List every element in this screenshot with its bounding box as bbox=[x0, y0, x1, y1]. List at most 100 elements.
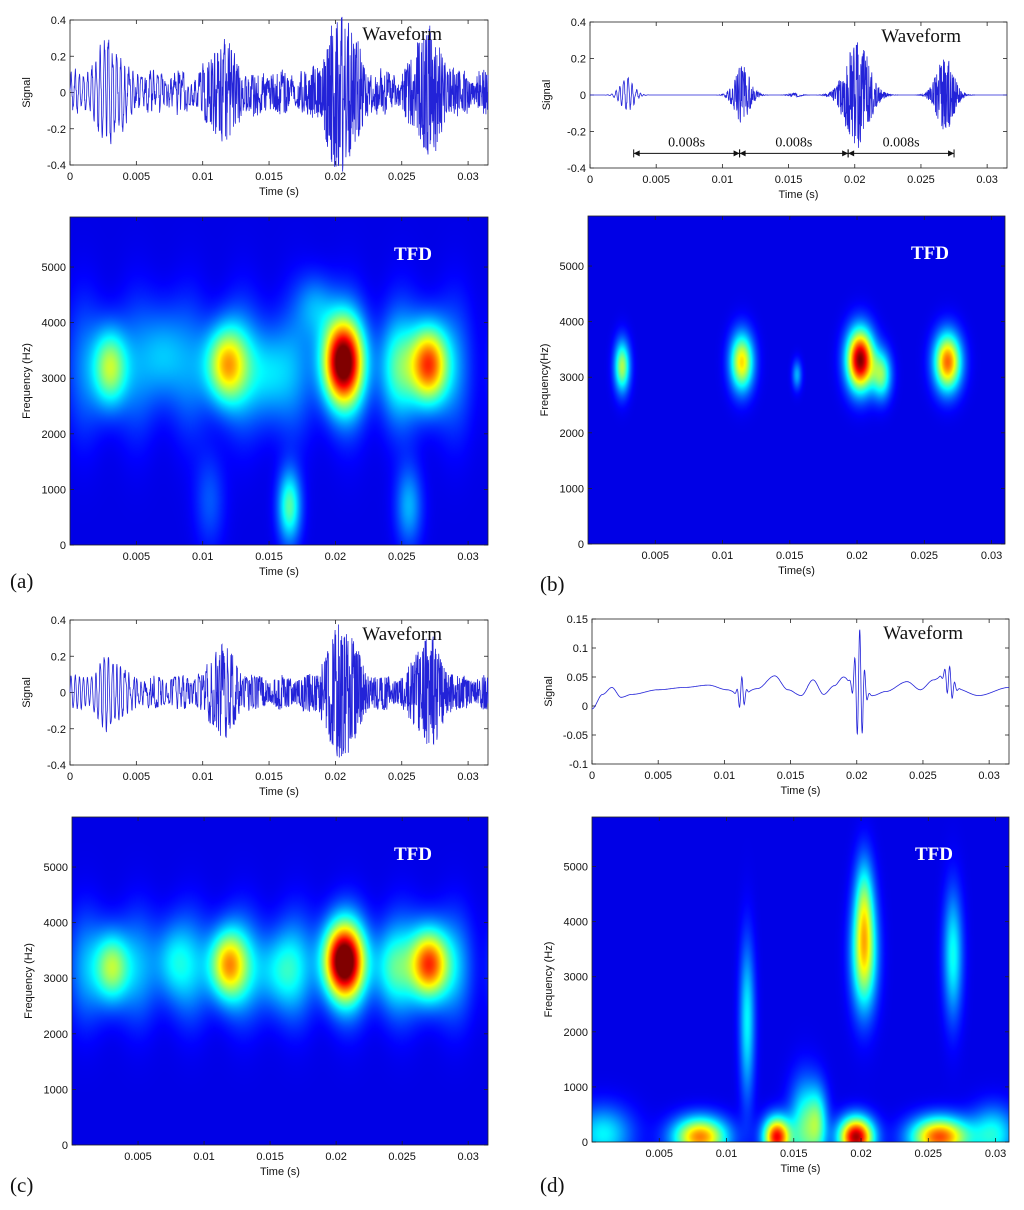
d-tfd-ytick-label: 4000 bbox=[564, 917, 588, 929]
d-waveform-title: Waveform bbox=[883, 623, 963, 644]
a-tfd-xtick-label: 0.01 bbox=[192, 551, 213, 563]
b-tfd-xtick-label: 0.025 bbox=[911, 550, 939, 562]
a-tfd-xtick-label: 0.02 bbox=[325, 551, 346, 563]
a-tfd-xtick-label: 0.015 bbox=[255, 551, 283, 563]
d-tfd-ytick-label: 1000 bbox=[564, 1082, 588, 1094]
c-waveform-xtick-label: 0.02 bbox=[325, 771, 346, 783]
d-tfd-xtick-label: 0.015 bbox=[780, 1148, 808, 1160]
b-tfd-ytick-label: 2000 bbox=[560, 428, 584, 440]
a-waveform-xtick-label: 0.005 bbox=[123, 171, 151, 183]
c-waveform-ylabel: Signal bbox=[21, 677, 33, 708]
b-tfd-heatmap-raster bbox=[588, 216, 1005, 544]
b-waveform-xtick-label: 0.025 bbox=[907, 174, 935, 186]
panel-label-b: (b) bbox=[540, 572, 565, 596]
b-waveform-xlabel: Time (s) bbox=[779, 189, 819, 201]
d-waveform-ytick-label: 0.1 bbox=[573, 643, 588, 655]
d-tfd-ytick-label: 3000 bbox=[564, 972, 588, 984]
c-tfd-xtick-label: 0.03 bbox=[457, 1151, 478, 1163]
a-tfd-ytick-label: 2000 bbox=[42, 429, 66, 441]
b-tfd-xtick-label: 0.01 bbox=[712, 550, 733, 562]
panel-label-c: (c) bbox=[10, 1173, 33, 1197]
a-waveform-title: Waveform bbox=[362, 24, 442, 45]
d-tfd-heatmap-raster bbox=[592, 817, 1009, 1142]
b-waveform-xtick-label: 0 bbox=[587, 174, 593, 186]
a-tfd-xtick-label: 0.03 bbox=[457, 551, 478, 563]
a-waveform-xlabel: Time (s) bbox=[259, 186, 299, 198]
b-tfd-heatmap bbox=[588, 216, 1005, 544]
c-waveform-xlabel: Time (s) bbox=[259, 786, 299, 798]
a-tfd-xtick-label: 0.025 bbox=[388, 551, 416, 563]
a-tfd-title: TFD bbox=[394, 244, 432, 265]
b-waveform-arrow-right-icon bbox=[733, 150, 740, 157]
b-tfd-ytick-label: 1000 bbox=[560, 483, 584, 495]
d-waveform-signal-line bbox=[592, 629, 1009, 736]
d-waveform-xlabel: Time (s) bbox=[781, 785, 821, 797]
a-waveform-xtick-label: 0 bbox=[67, 171, 73, 183]
panel-label-d: (d) bbox=[540, 1173, 565, 1197]
c-tfd-ylabel: Frequency (Hz) bbox=[23, 943, 35, 1019]
d-waveform-xtick-label: 0.025 bbox=[909, 770, 937, 782]
b-waveform-interval-label: 0.008s bbox=[883, 135, 920, 150]
d-waveform-xtick-label: 0.03 bbox=[978, 770, 999, 782]
d-tfd-ytick-label: 5000 bbox=[564, 862, 588, 874]
b-tfd-axes-frame bbox=[587, 215, 1006, 545]
c-waveform-xtick-label: 0.015 bbox=[255, 771, 283, 783]
a-waveform-xtick-label: 0.01 bbox=[192, 171, 213, 183]
a-waveform-xtick-label: 0.03 bbox=[457, 171, 478, 183]
a-tfd-xlabel: Time (s) bbox=[259, 566, 299, 578]
b-tfd-xtick-label: 0.005 bbox=[641, 550, 669, 562]
c-waveform-xtick-label: 0 bbox=[67, 771, 73, 783]
c-tfd-xtick-label: 0.025 bbox=[388, 1151, 416, 1163]
a-tfd-heatmap-canvas bbox=[70, 217, 488, 545]
a-tfd-ytick-label: 4000 bbox=[42, 318, 66, 330]
b-tfd-xtick-label: 0.03 bbox=[981, 550, 1002, 562]
d-tfd-xtick-label: 0.02 bbox=[850, 1148, 871, 1160]
a-waveform-ytick-label: 0 bbox=[60, 88, 66, 100]
d-tfd-heatmap bbox=[592, 817, 1009, 1142]
d-waveform-ytick-label: -0.05 bbox=[563, 730, 588, 742]
c-waveform-xtick-label: 0.01 bbox=[192, 771, 213, 783]
a-tfd-ytick-label: 3000 bbox=[42, 373, 66, 385]
b-waveform-ytick-label: 0 bbox=[580, 90, 586, 102]
a-tfd-ylabel: Frequency (Hz) bbox=[21, 343, 33, 419]
b-waveform-arrow-right-icon bbox=[842, 150, 849, 157]
c-tfd-heatmap-canvas bbox=[72, 817, 488, 1145]
a-tfd-heatmap-raster bbox=[70, 217, 488, 545]
c-waveform-signal-line bbox=[69, 624, 489, 758]
b-waveform-xtick-label: 0.02 bbox=[844, 174, 865, 186]
a-tfd-axes-frame bbox=[69, 216, 489, 546]
d-tfd-xtick-label: 0.03 bbox=[985, 1148, 1006, 1160]
b-tfd-heatmap-canvas bbox=[588, 216, 1005, 544]
d-tfd-axes-frame bbox=[591, 816, 1010, 1143]
d-waveform-ytick-label: 0 bbox=[582, 701, 588, 713]
d-tfd-xtick-label: 0.005 bbox=[645, 1148, 673, 1160]
c-waveform-xtick-label: 0.005 bbox=[123, 771, 151, 783]
c-waveform-ytick-label: 0.4 bbox=[51, 615, 66, 627]
b-waveform-interval-label: 0.008s bbox=[668, 135, 705, 150]
b-waveform-arrow-right-icon bbox=[948, 150, 955, 157]
panel-label-a: (a) bbox=[10, 569, 33, 593]
b-waveform-interval-label: 0.008s bbox=[775, 135, 812, 150]
b-waveform-xtick-label: 0.03 bbox=[976, 174, 997, 186]
c-tfd-xtick-label: 0.015 bbox=[256, 1151, 284, 1163]
b-waveform-arrow-left-icon bbox=[633, 150, 640, 157]
c-tfd-heatmap-raster bbox=[72, 817, 488, 1145]
c-waveform-ytick-label: -0.2 bbox=[47, 724, 66, 736]
d-waveform-ytick-label: 0.15 bbox=[567, 614, 588, 626]
b-waveform-signal-line bbox=[590, 42, 1007, 148]
d-waveform-xtick-label: 0.02 bbox=[846, 770, 867, 782]
a-waveform-xtick-label: 0.015 bbox=[255, 171, 283, 183]
b-tfd-ylabel: Frequency(Hz) bbox=[539, 344, 551, 417]
d-tfd-title: TFD bbox=[915, 844, 953, 865]
b-tfd-xtick-label: 0.02 bbox=[846, 550, 867, 562]
d-waveform-xtick-label: 0.005 bbox=[644, 770, 672, 782]
c-tfd-ytick-label: 2000 bbox=[44, 1029, 68, 1041]
c-tfd-ytick-label: 3000 bbox=[44, 973, 68, 985]
b-waveform-ytick-label: 0.4 bbox=[571, 17, 586, 29]
c-waveform-ytick-label: 0 bbox=[60, 688, 66, 700]
a-waveform-ytick-label: -0.2 bbox=[47, 124, 66, 136]
c-tfd-ytick-label: 4000 bbox=[44, 918, 68, 930]
d-tfd-heatmap-canvas bbox=[592, 817, 1009, 1142]
b-waveform-title: Waveform bbox=[881, 26, 961, 47]
d-waveform-ytick-label: 0.05 bbox=[567, 672, 588, 684]
